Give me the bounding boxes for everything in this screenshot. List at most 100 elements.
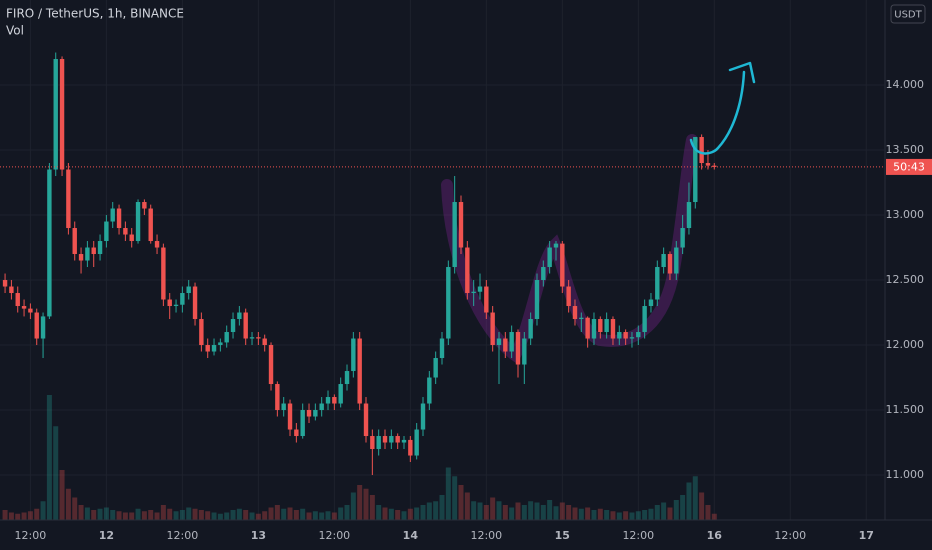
candle-body [275, 384, 280, 411]
volume-bar [103, 507, 109, 520]
volume-bar [629, 512, 635, 520]
x-tick-label: 12:00 [622, 529, 654, 542]
candle-body [66, 169, 71, 229]
candle-body [205, 345, 210, 352]
volume-bar [496, 501, 502, 520]
volume-bar [559, 502, 565, 520]
x-tick-label: 16 [707, 529, 723, 542]
candle-body [180, 293, 185, 305]
candle-body [268, 345, 274, 385]
x-tick-label: 17 [859, 529, 874, 542]
volume-bar [40, 501, 46, 520]
candle-body [560, 243, 565, 287]
candle-body [522, 338, 527, 365]
candle-body [566, 286, 571, 307]
candle-body [15, 293, 20, 307]
candles [2, 52, 717, 476]
candle-body [680, 228, 685, 248]
candle-body [53, 59, 58, 170]
volume-bar [661, 502, 667, 520]
candle-body [110, 208, 115, 222]
candle-body [598, 319, 603, 333]
volume-bar [129, 512, 135, 520]
volume-bar [578, 508, 584, 520]
volume-bar [78, 505, 84, 520]
x-tick-label: 12:00 [167, 529, 199, 542]
candle-body [40, 316, 46, 339]
x-tick-label: 12 [99, 529, 114, 542]
candle-body [218, 342, 223, 346]
candle-body [389, 436, 394, 443]
volume-bar [53, 426, 59, 520]
candle-body [446, 267, 451, 339]
volume-bar [192, 508, 198, 520]
candle-body [104, 221, 109, 242]
y-tick-label: 13.000 [886, 208, 925, 221]
currency[interactable]: USDT [894, 10, 922, 21]
volume-bar [243, 510, 249, 520]
candle-body [439, 338, 445, 359]
volume-bar [217, 513, 223, 520]
volume-bar [72, 497, 78, 520]
candle-body [344, 371, 350, 385]
candle-body [148, 208, 153, 242]
volume-bar [198, 510, 204, 520]
candle-body [674, 247, 679, 274]
volume-bar [369, 495, 375, 520]
volume-bar [705, 505, 711, 520]
candle-body [553, 243, 559, 248]
candle-body [192, 286, 198, 320]
candle-body [129, 234, 134, 242]
candle-body [547, 247, 552, 268]
volume-bar [521, 505, 527, 520]
candle-body [458, 202, 464, 248]
candle-body [262, 338, 267, 346]
candle-body [496, 338, 502, 346]
candle-body [591, 319, 597, 339]
last-price-box [886, 158, 932, 175]
candle-body [173, 304, 179, 307]
candle-body [661, 254, 666, 268]
candle-body [211, 345, 217, 352]
volume-bar [483, 505, 489, 520]
candle-body [154, 241, 160, 248]
volume-bar [116, 511, 122, 520]
volume-bar [249, 512, 255, 520]
candle-body [72, 228, 77, 255]
arrow-head [728, 61, 756, 84]
volume-bar [642, 510, 648, 520]
candle-body [610, 319, 616, 339]
candle-body [509, 332, 514, 352]
volume-bar [426, 502, 432, 520]
arrow-annotation [689, 70, 746, 155]
candle-body [332, 397, 337, 404]
candle-body [452, 202, 457, 268]
volume-bar [2, 510, 8, 520]
volume-bar [344, 505, 350, 520]
currency-box[interactable] [890, 4, 926, 24]
candle-body [34, 312, 39, 339]
candle-body [306, 410, 312, 417]
candle-body [135, 202, 141, 242]
volume-bar [331, 512, 337, 520]
candle-body [376, 436, 381, 450]
volume-bar [572, 507, 578, 520]
volume-bar [388, 508, 394, 520]
volume-bar [236, 508, 242, 520]
volume-bar [363, 488, 369, 520]
volume-bar [148, 510, 154, 520]
volume-bar [591, 510, 597, 520]
volume-bar [160, 505, 166, 520]
volume-bar [673, 500, 679, 520]
candle-body [300, 410, 305, 437]
candle-body [503, 338, 508, 352]
candle-body [2, 280, 8, 287]
candle-body [604, 319, 609, 333]
volume-bar [464, 492, 470, 520]
volume-bar [281, 508, 287, 520]
candle-body [325, 397, 331, 404]
volume-bar [135, 508, 141, 520]
volume-bar [445, 467, 451, 520]
volume-bar [230, 510, 236, 520]
candle-body [294, 429, 299, 437]
